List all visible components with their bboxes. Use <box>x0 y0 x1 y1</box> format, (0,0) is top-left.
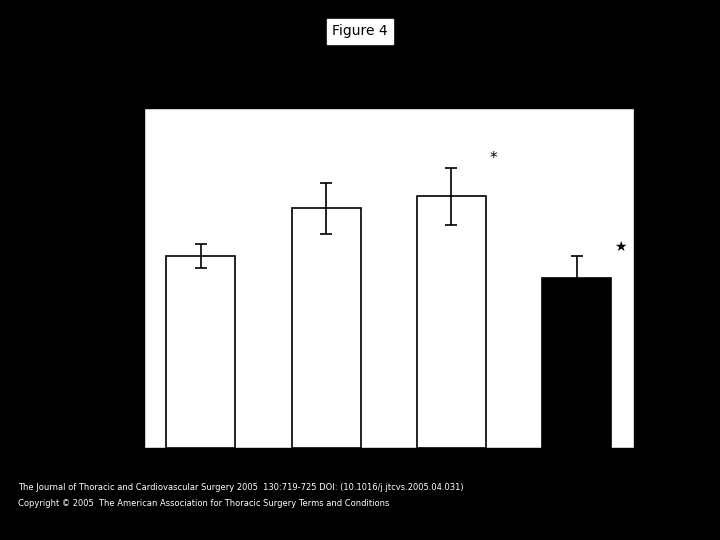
Text: *: * <box>489 151 497 166</box>
Bar <box>292 208 361 448</box>
Y-axis label: Collagen content (mg/g tissue): Collagen content (mg/g tissue) <box>101 170 114 387</box>
Text: Figure 4: Figure 4 <box>332 24 388 38</box>
Text: The Journal of Thoracic and Cardiovascular Surgery 2005  130:719-725 DOI: (10.10: The Journal of Thoracic and Cardiovascul… <box>18 483 464 492</box>
X-axis label: Time after banding (days): Time after banding (days) <box>297 474 480 487</box>
Text: ★: ★ <box>614 240 627 254</box>
Bar <box>542 278 611 448</box>
Text: Copyright © 2005  The American Association for Thoracic Surgery Terms and Condit: Copyright © 2005 The American Associatio… <box>18 500 390 509</box>
Bar <box>417 197 486 448</box>
Bar <box>166 256 235 448</box>
